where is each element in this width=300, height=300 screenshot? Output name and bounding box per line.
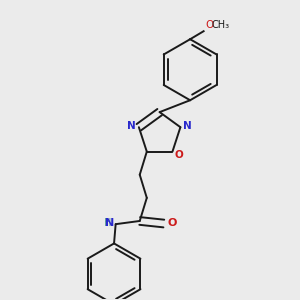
Text: O: O — [175, 150, 183, 160]
Text: CH₃: CH₃ — [211, 20, 229, 30]
Text: N: N — [183, 121, 192, 130]
Text: N: N — [105, 218, 115, 228]
Text: H: H — [104, 218, 112, 228]
Text: O: O — [205, 20, 214, 30]
Text: O: O — [167, 218, 176, 228]
Text: N: N — [128, 121, 136, 130]
